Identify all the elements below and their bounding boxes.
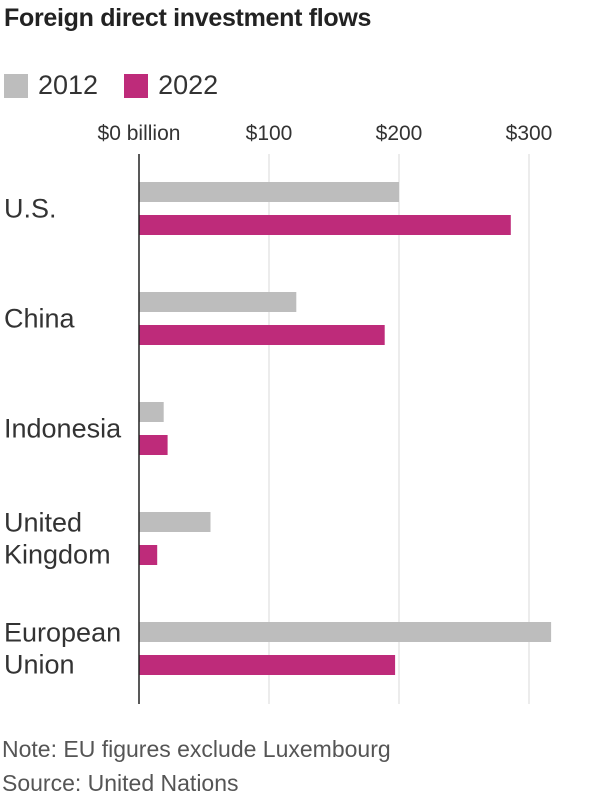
bar-3-2012: [139, 512, 211, 532]
category-label-1: China: [4, 304, 76, 334]
legend-label-2022: 2022: [158, 70, 219, 100]
x-tick-label-200: $200: [376, 122, 423, 145]
legend-label-2012: 2012: [38, 70, 99, 100]
category-label-line: Kingdom: [4, 540, 111, 570]
bar-0-2022: [139, 215, 511, 235]
category-label-line: Union: [4, 650, 75, 680]
bar-2-2022: [139, 435, 168, 455]
bar-2-2012: [139, 402, 164, 422]
legend-item-2012: 2012: [4, 70, 98, 101]
legend-item-2022: 2022: [124, 70, 218, 101]
category-label-line: European: [4, 618, 121, 648]
x-tick-label-300: $300: [506, 122, 553, 145]
category-label-3: United Kingdom: [4, 508, 111, 570]
category-label-line: United: [4, 508, 82, 538]
category-label-line: China: [4, 304, 76, 334]
category-label-4: European Union: [4, 618, 121, 680]
chart-source: Source: United Nations: [2, 770, 239, 796]
bar-3-2022: [139, 545, 158, 565]
category-label-2: Indonesia: [4, 414, 122, 444]
bar-chart: $0 billion $100 $200 $300 U.S. China Indonesia…: [4, 122, 553, 704]
bar-1-2012: [139, 292, 297, 312]
category-label-line: U.S.: [4, 194, 57, 224]
legend-swatch-2012: [4, 73, 28, 98]
category-label-line: Indonesia: [4, 414, 122, 444]
bar-1-2022: [139, 325, 385, 345]
bar-4-2022: [139, 655, 396, 675]
x-tick-label-100: $100: [246, 122, 293, 145]
bar-4-2012: [139, 622, 552, 642]
x-tick-label-0: $0 billion: [98, 122, 181, 145]
legend-swatch-2022: [124, 73, 149, 98]
category-label-0: U.S.: [4, 194, 57, 224]
legend: 2012 2022: [4, 70, 244, 101]
bar-0-2012: [139, 182, 399, 202]
chart-title: Foreign direct investment flows: [4, 4, 372, 32]
chart-note: Note: EU figures exclude Luxembourg: [2, 736, 391, 762]
